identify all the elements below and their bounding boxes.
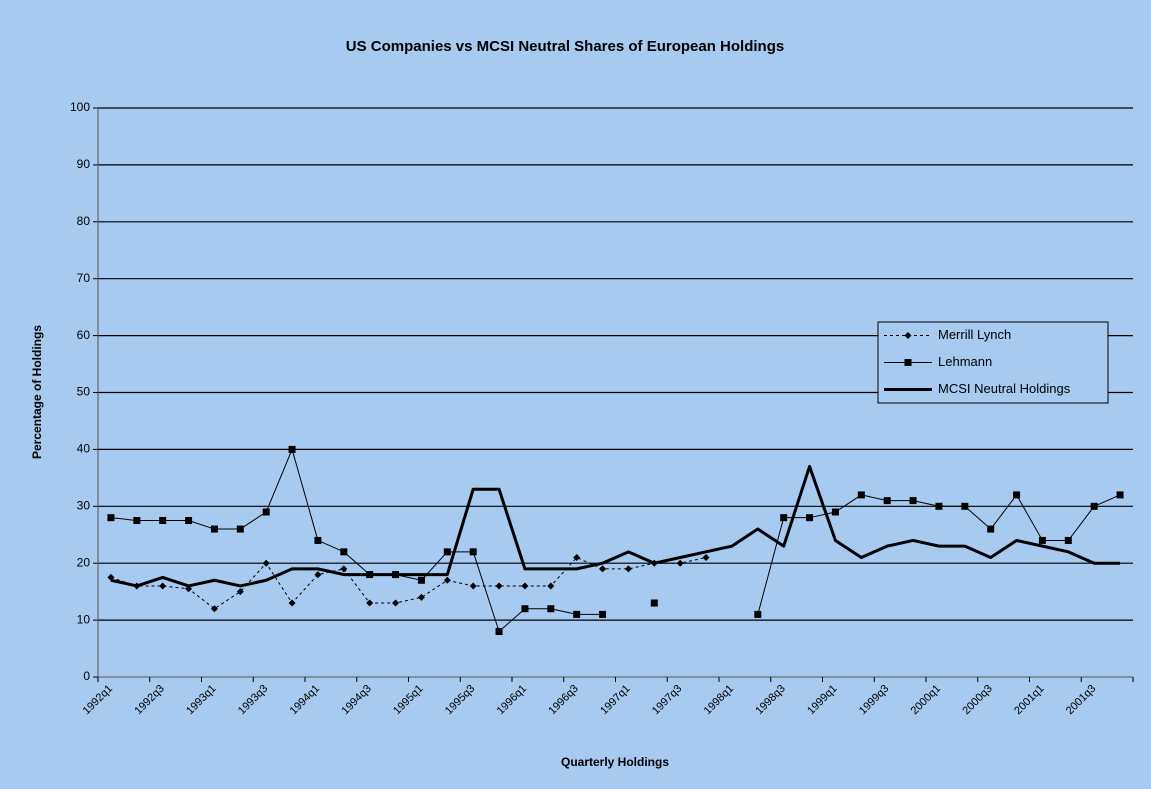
y-tick-label: 20 (77, 555, 91, 569)
marker (210, 605, 218, 613)
marker (159, 517, 167, 525)
marker (573, 610, 581, 618)
marker (961, 502, 969, 510)
legend-label: Merrill Lynch (938, 327, 1011, 342)
marker (1038, 536, 1046, 544)
marker (521, 605, 529, 613)
marker (159, 582, 167, 590)
marker (469, 582, 477, 590)
marker (288, 599, 296, 607)
marker (262, 508, 270, 516)
marker (495, 582, 503, 590)
marker (314, 571, 322, 579)
y-tick-label: 60 (77, 328, 91, 342)
y-tick-label: 50 (77, 385, 91, 399)
marker (935, 502, 943, 510)
marker (185, 517, 193, 525)
legend-label: MCSI Neutral Holdings (938, 381, 1071, 396)
series-line (110, 557, 707, 610)
marker (599, 610, 607, 618)
marker (831, 508, 839, 516)
marker (754, 610, 762, 618)
marker (650, 599, 658, 607)
marker (547, 605, 555, 613)
marker (1013, 491, 1021, 499)
marker (495, 627, 503, 635)
marker (443, 576, 451, 584)
marker (676, 559, 684, 567)
marker (780, 514, 788, 522)
marker (547, 582, 555, 590)
y-tick-label: 100 (70, 100, 90, 114)
marker (883, 497, 891, 505)
y-tick-label: 40 (77, 442, 91, 456)
marker (392, 599, 400, 607)
marker (909, 497, 917, 505)
marker (987, 525, 995, 533)
marker (599, 565, 607, 573)
x-axis-title: Quarterly Holdings (561, 755, 669, 769)
marker (904, 359, 912, 366)
marker (443, 548, 451, 556)
marker (806, 514, 814, 522)
marker (236, 588, 244, 596)
marker (521, 582, 529, 590)
marker (469, 548, 477, 556)
marker (288, 445, 296, 453)
marker (340, 565, 348, 573)
marker (366, 599, 374, 607)
y-tick-label: 30 (77, 498, 91, 512)
marker (340, 548, 348, 556)
marker (624, 565, 632, 573)
marker (1116, 491, 1124, 499)
marker (573, 554, 581, 562)
legend: Merrill Lynch Lehmann MCSI Neutral Holding… (877, 321, 1109, 404)
series-line (110, 464, 1121, 588)
marker (702, 554, 710, 562)
y-tick-label: 80 (77, 214, 91, 228)
y-tick-label: 70 (77, 271, 91, 285)
marker (417, 576, 425, 584)
y-tick-label: 90 (77, 157, 91, 171)
marker (1090, 502, 1098, 510)
marker (314, 536, 322, 544)
marker (107, 514, 115, 522)
marker (904, 332, 912, 339)
y-axis-title: Percentage of Holdings (30, 325, 44, 459)
marker (857, 491, 865, 499)
marker (236, 525, 244, 533)
marker (262, 559, 270, 567)
marker (417, 593, 425, 601)
chart-title: US Companies vs MCSI Neutral Shares of E… (346, 38, 784, 55)
marker (133, 517, 141, 525)
marker (210, 525, 218, 533)
marker (1064, 536, 1072, 544)
legend-label: Lehmann (938, 354, 992, 369)
y-tick-label: 10 (77, 612, 91, 626)
y-tick-label: 0 (83, 669, 90, 683)
